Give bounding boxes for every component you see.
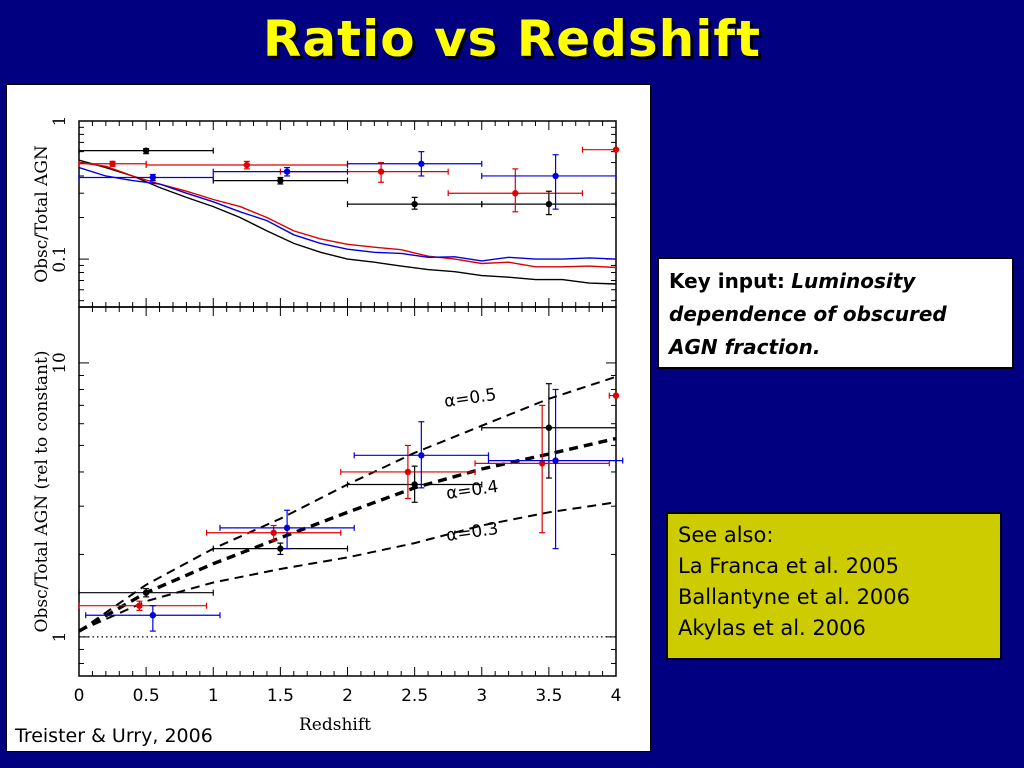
- top-series-4-point: [512, 190, 519, 197]
- bottom-series-4-point: [142, 589, 150, 596]
- top-series-5-point: [283, 168, 291, 175]
- top-series-5-point: [149, 174, 157, 181]
- x-tick-label: 1: [208, 686, 219, 706]
- top-series-5-point: [418, 160, 425, 167]
- top-series-3-point: [545, 200, 553, 208]
- reference-item: La Franca et al. 2005: [678, 554, 900, 578]
- x-tick-label: 0.5: [133, 686, 160, 706]
- bottom-series-5-point: [270, 529, 277, 536]
- see-also-heading: See also:: [678, 523, 774, 547]
- bottom-series-5-point: [136, 602, 143, 609]
- bottom-series-4-point: [545, 424, 553, 431]
- key-input-text: Luminosity dependence of obscured AGN fr…: [669, 269, 947, 359]
- bottom-series-3-line: [78, 501, 617, 633]
- top-series-4-point: [377, 168, 385, 175]
- x-axis-label: Redshift: [299, 715, 371, 735]
- top-series-3-point: [411, 200, 418, 208]
- y-tick-label: 0.1: [50, 246, 70, 273]
- see-also-box: See also: La Franca et al. 2005 Ballanty…: [666, 512, 1002, 660]
- top-series-4-point: [243, 161, 251, 169]
- alpha-annotation: α=0.5: [443, 385, 498, 412]
- x-tick-label: 3.5: [535, 686, 562, 706]
- reference-item: Ballantyne et al. 2006: [678, 585, 911, 609]
- x-tick-label: 1.5: [267, 686, 294, 706]
- bottom-plot-frame: [78, 306, 617, 677]
- x-tick-label: 3: [476, 686, 487, 706]
- bottom-series-6-point: [149, 612, 157, 619]
- y-tick-label: 1: [50, 116, 70, 127]
- y-tick-label: 10: [50, 352, 70, 374]
- bottom-series-5-point: [612, 392, 620, 399]
- figure-panel: 1 0.1 Obsc/Total AGN 1 10 0 0.5 1 1.5 2 2.5 3 3.5 4 Ob…: [6, 84, 651, 752]
- figure-credit: Treister & Urry, 2006: [12, 725, 216, 747]
- top-series-5-point: [552, 172, 559, 180]
- top-series-3-point: [277, 177, 284, 184]
- key-input-box: Key input: Luminosity dependence of obsc…: [657, 257, 1014, 369]
- bottom-series-6-point: [552, 457, 559, 464]
- top-series-3-point: [142, 147, 150, 154]
- bottom-series-2-line: [78, 436, 617, 633]
- bottom-series-5-point: [538, 460, 546, 467]
- y-tick-label: 1: [50, 631, 70, 642]
- key-input-label: Key input:: [669, 269, 785, 293]
- x-tick-label: 2.5: [401, 686, 428, 706]
- alpha-annotation: α=0.4: [445, 477, 500, 504]
- bottom-series-4-point: [411, 481, 418, 488]
- top-series-2-line: [78, 166, 617, 262]
- slide-title: Ratio vs Redshift: [262, 10, 762, 68]
- top-series-4-point: [612, 146, 620, 153]
- reference-item: Akylas et al. 2006: [678, 616, 866, 640]
- top-series-4-point: [109, 160, 116, 167]
- x-tick-label: 4: [611, 686, 622, 706]
- bottom-series-6-point: [418, 452, 425, 459]
- x-tick-label: 0: [74, 686, 85, 706]
- bottom-y-axis-label: Obsc/Total AGN (rel to constant): [32, 351, 52, 633]
- bottom-series-5-point: [404, 468, 412, 476]
- top-y-axis-label: Obsc/Total AGN: [32, 145, 52, 283]
- top-series-0-line: [78, 159, 617, 285]
- x-tick-label: 2: [342, 686, 353, 706]
- alpha-annotation: α=0.3: [445, 519, 500, 546]
- bottom-series-6-point: [283, 524, 291, 532]
- bottom-series-4-point: [277, 545, 284, 552]
